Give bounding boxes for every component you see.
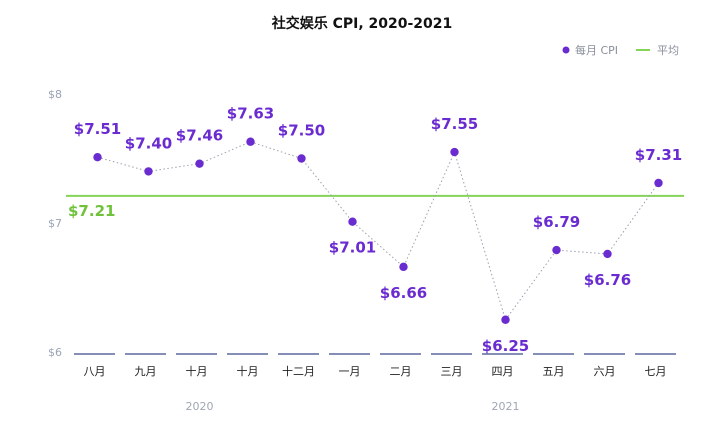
x-axis: 八月 九月 十月 十月 十二月 一月 二月 三月 四月 五月 六月 七月 xyxy=(74,353,676,378)
data-label: $6.25 xyxy=(482,337,529,355)
legend-marker-monthly-cpi xyxy=(562,46,570,54)
data-point xyxy=(93,153,102,162)
data-label: $7.63 xyxy=(227,105,274,123)
chart-title: 社交娱乐 CPI, 2020-2021 xyxy=(271,15,453,32)
data-label: $6.66 xyxy=(380,284,427,302)
x-tick-label: 三月 xyxy=(441,365,463,378)
data-label: $7.01 xyxy=(329,239,376,257)
x-tick-label: 九月 xyxy=(135,365,157,378)
data-label: $7.31 xyxy=(635,146,682,164)
y-tick-label: $6 xyxy=(48,346,62,359)
data-point xyxy=(552,245,561,255)
data-point xyxy=(654,178,663,188)
data-point xyxy=(450,147,459,157)
data-point xyxy=(246,137,255,146)
x-tick-label: 十月 xyxy=(237,364,259,378)
series-line xyxy=(97,141,659,321)
data-label: $7.40 xyxy=(125,134,172,152)
x-tick-label: 六月 xyxy=(594,365,616,378)
x-tick-label: 四月 xyxy=(492,365,514,378)
x-tick-label: 五月 xyxy=(543,365,565,378)
legend: 每月 CPI 平均 xyxy=(562,43,679,57)
average-label: $7.21 xyxy=(68,202,115,220)
data-label: $6.79 xyxy=(533,213,580,231)
legend-label-average: 平均 xyxy=(657,44,679,57)
year-label: 2021 xyxy=(492,400,520,413)
x-tick-label: 二月 xyxy=(390,365,412,378)
data-point xyxy=(195,159,204,168)
legend-label-monthly-cpi: 每月 CPI xyxy=(575,43,618,57)
y-axis: $8 $7 $6 xyxy=(48,88,62,359)
x-tick-label: 七月 xyxy=(645,365,667,378)
year-labels: 2020 2021 xyxy=(186,400,520,413)
x-tick-label: 十二月 xyxy=(282,364,315,378)
data-label: $7.46 xyxy=(176,127,223,145)
data-label: $7.50 xyxy=(278,122,325,140)
data-point xyxy=(603,249,612,259)
data-point xyxy=(297,154,306,163)
data-point xyxy=(348,217,357,226)
series-monthly-cpi: $7.51$7.40 $7.46$7.63$7.50 $7.01 $6.66 $7.55… xyxy=(74,105,682,355)
data-point xyxy=(144,167,153,176)
data-label: $6.76 xyxy=(584,271,631,289)
data-label: $7.55 xyxy=(431,115,478,133)
x-tick-label: 一月 xyxy=(339,365,361,378)
data-point xyxy=(501,315,510,324)
year-label: 2020 xyxy=(186,400,214,413)
data-point xyxy=(399,262,408,272)
data-label: $7.51 xyxy=(74,120,121,138)
x-tick-label: 八月 xyxy=(84,365,106,378)
y-tick-label: $7 xyxy=(48,217,62,230)
x-tick-label: 十月 xyxy=(186,364,208,378)
y-tick-label: $8 xyxy=(48,88,62,101)
average-line-group: $7.21 xyxy=(66,194,684,220)
